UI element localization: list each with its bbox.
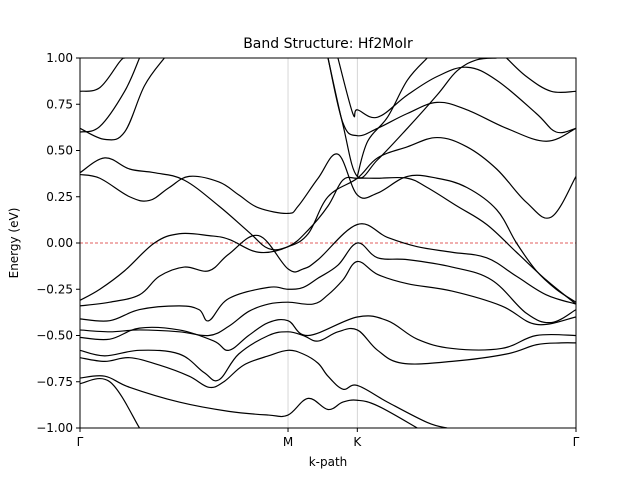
- band-line-17: [356, 58, 428, 177]
- band-line-4: [80, 315, 576, 351]
- band-line-12: [80, 58, 126, 92]
- band-line-7: [80, 223, 576, 307]
- band-line-11: [80, 58, 141, 133]
- x-tick-label-3: Γ: [573, 435, 580, 449]
- y-tick-label-1: −0.75: [36, 375, 73, 389]
- band-line-10: [80, 136, 576, 251]
- band-line-1: [80, 375, 418, 428]
- band-line-2: [80, 349, 448, 428]
- x-tick-label-0: Γ: [77, 435, 84, 449]
- band-line-9: [80, 153, 576, 303]
- x-tick-label-2: K: [353, 435, 362, 449]
- band-lines: [80, 58, 576, 428]
- band-line-8: [80, 176, 576, 305]
- y-axis-label: Energy (eV): [7, 208, 21, 279]
- band-line-16: [327, 58, 497, 179]
- y-tick-label-5: 0.25: [46, 190, 73, 204]
- y-tick-label-3: −0.25: [36, 282, 73, 296]
- band-line-18: [506, 58, 576, 94]
- band-line-3: [80, 327, 576, 382]
- y-tick-label-8: 1.00: [46, 51, 73, 65]
- y-axis-ticks: −1.00 −0.75 −0.50 −0.25 0.00 0.25 0.50 0.75 1.00: [36, 51, 80, 435]
- band-line-13: [80, 58, 165, 141]
- band-line-14: [327, 58, 576, 142]
- band-line-0: [80, 378, 141, 428]
- y-tick-label-2: −0.50: [36, 329, 73, 343]
- y-tick-label-7: 0.75: [46, 97, 73, 111]
- band-line-5: [80, 260, 576, 337]
- y-tick-label-0: −1.00: [36, 421, 73, 435]
- y-tick-label-6: 0.50: [46, 144, 73, 158]
- x-axis-label: k-path: [309, 455, 348, 469]
- chart-title: Band Structure: Hf2MoIr: [243, 36, 413, 52]
- x-tick-label-1: M: [283, 435, 293, 449]
- y-tick-label-4: 0.00: [46, 236, 73, 250]
- band-line-6: [80, 242, 576, 324]
- band-line-15: [337, 58, 576, 134]
